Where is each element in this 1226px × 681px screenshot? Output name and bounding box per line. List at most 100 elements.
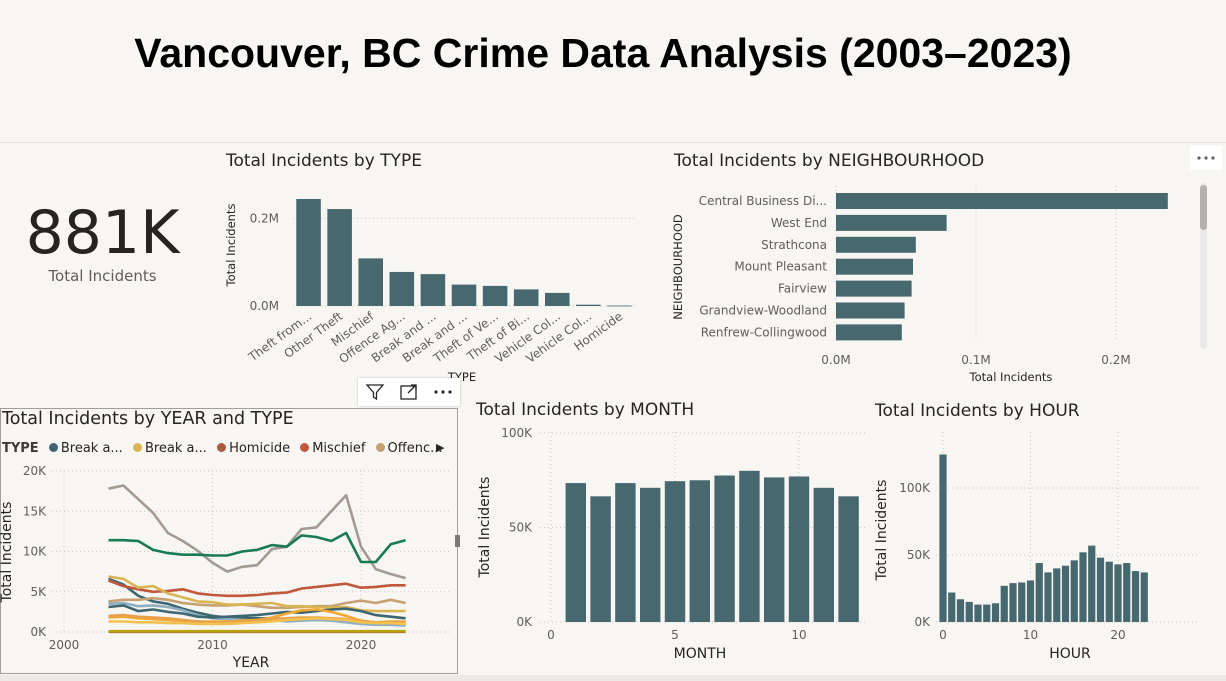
series-line (108, 484, 406, 580)
bar (544, 292, 570, 306)
bar (590, 496, 611, 622)
neighbourhood-bar-chart[interactable]: 0.0M 0.1M 0.2M Central Business Di... West E… (665, 182, 1195, 388)
year-chart-title: Total Incidents by YEAR and TYPE (2, 409, 294, 429)
bar (1018, 582, 1026, 622)
bar (764, 477, 785, 622)
type-chart-title: Total Incidents by TYPE (226, 151, 422, 171)
more-options-button[interactable] (1190, 146, 1222, 170)
x-axis-title: Total Incidents (969, 370, 1053, 384)
bar (513, 289, 539, 306)
y-tick-label: 100K (501, 426, 533, 440)
x-tick-label: 0.1M (961, 353, 990, 367)
legend-dot-icon (300, 443, 310, 452)
visual-header-toolbar (358, 378, 460, 406)
y-tick-label: 0.0M (250, 299, 279, 313)
focus-mode-icon (400, 384, 417, 400)
year-type-line-chart[interactable]: 0K 5K 10K 15K 20K 2000 2010 2020 Total Incidents… (0, 462, 455, 672)
y-tick-label: 20K (23, 464, 47, 478)
x-tick-label: 20 (1110, 628, 1125, 642)
bar (836, 302, 905, 319)
series-line (108, 604, 406, 620)
bar (956, 599, 965, 622)
x-tick-label: 0.0M (821, 353, 850, 367)
bar (296, 199, 321, 306)
legend-item[interactable]: Break a... (48, 441, 123, 456)
x-tick-label: 0 (547, 628, 555, 642)
x-axis-title: HOUR (1049, 646, 1091, 662)
y-axis-title: NEIGHBOURHOOD (671, 214, 685, 320)
more-options-button-line[interactable] (426, 378, 460, 406)
kpi-label: Total Incidents (48, 267, 157, 285)
kpi-value: 881K (25, 198, 180, 268)
bar (1070, 560, 1078, 622)
y-tick-label: Renfrew-Collingwood (701, 325, 827, 339)
legend-item[interactable]: Mischief (300, 441, 365, 456)
legend-item[interactable]: Break a... (132, 441, 207, 456)
report-title-banner: Vancouver, BC Crime Data Analysis (2003–… (0, 0, 1226, 143)
x-tick-label: 2010 (197, 638, 228, 652)
bar (939, 454, 947, 622)
bar (836, 258, 913, 275)
x-tick-label: 0.2M (1101, 353, 1130, 367)
y-tick-label: 5K (30, 585, 47, 599)
series-line (108, 617, 406, 626)
y-tick-label: Grandview-Woodland (699, 304, 827, 318)
bar (1035, 563, 1043, 622)
x-tick-label: 2000 (49, 638, 80, 652)
y-tick-label: 50K (509, 521, 533, 535)
ellipsis-icon (1197, 156, 1215, 160)
filter-icon (365, 384, 385, 401)
neighbourhood-scroll-thumb[interactable] (1200, 185, 1207, 230)
bar (965, 601, 973, 622)
legend-item[interactable]: Offenc... (375, 441, 443, 456)
y-axis-title: Total Incidents (874, 480, 890, 582)
bar (327, 209, 352, 306)
y-tick-label: 100K (899, 481, 931, 495)
bar (420, 274, 446, 306)
year-chart-legend: TYPE Break a... Break a... Homicide Misc… (2, 441, 452, 459)
bar (836, 324, 902, 341)
bar (836, 280, 912, 297)
month-chart-title: Total Incidents by MONTH (476, 400, 695, 420)
bar (1088, 545, 1096, 622)
bar (836, 193, 1168, 209)
x-tick-label: 10 (791, 628, 806, 642)
bar (948, 592, 956, 622)
y-tick-label: Strathcona (761, 238, 827, 252)
legend-dot-icon (132, 443, 142, 452)
bar (1105, 561, 1113, 622)
series-line (108, 596, 406, 610)
bar (664, 481, 686, 622)
x-tick-label: 5 (671, 628, 679, 642)
bar (836, 214, 947, 231)
hour-bar-chart[interactable]: 0K 50K 100K 0 10 20 Total Incidents HOUR (868, 422, 1203, 667)
x-axis-title: YEAR (232, 655, 270, 671)
bar (1079, 552, 1087, 622)
resize-handle-right[interactable] (455, 535, 460, 547)
y-tick-label: 0K (914, 615, 931, 629)
legend-item[interactable]: Homicide (217, 441, 290, 456)
neighbourhood-scrollbar[interactable] (1200, 183, 1207, 349)
y-tick-label: Fairview (778, 282, 827, 296)
legend-dot-icon (217, 443, 227, 452)
bar (1053, 568, 1061, 622)
bar (689, 480, 710, 622)
ellipsis-icon (434, 390, 452, 394)
legend-next-arrow-icon[interactable]: ▶ (436, 441, 445, 454)
bar (983, 604, 991, 622)
bar (451, 284, 477, 306)
selected-visual-frame[interactable] (0, 408, 458, 674)
y-tick-label: 10K (23, 545, 47, 559)
x-tick-label: 2020 (346, 638, 377, 652)
y-tick-label: 0K (516, 615, 533, 629)
bar (1009, 583, 1017, 622)
y-tick-label: Mount Pleasant (734, 260, 827, 274)
legend-dot-icon (48, 443, 58, 452)
focus-mode-button[interactable] (392, 378, 426, 406)
month-bar-chart[interactable]: 0K 50K 100K 0 5 10 Total Incidents MONTH (470, 422, 870, 667)
bar (714, 475, 735, 622)
filter-button[interactable] (358, 378, 392, 406)
bar (1140, 572, 1148, 622)
x-axis-title: MONTH (674, 646, 727, 662)
